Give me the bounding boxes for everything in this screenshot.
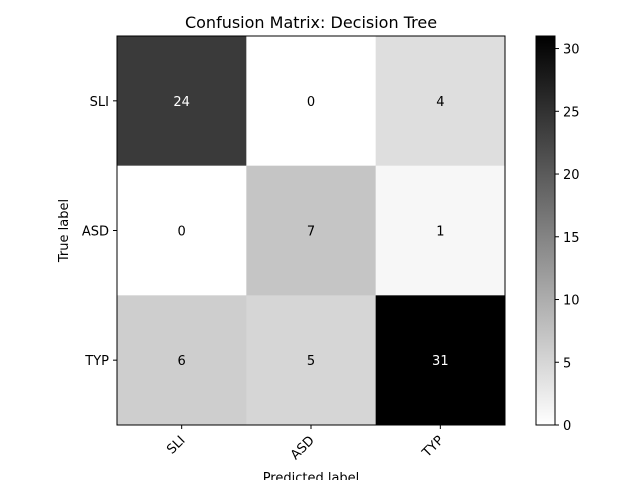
heatmap-cell: [117, 165, 247, 296]
heatmap-cell: [375, 295, 506, 426]
colorbar-tick-label: 25: [563, 105, 580, 120]
cell-value-label: 6: [178, 354, 186, 369]
cell-value-label: 1: [436, 225, 444, 240]
x-tick-label: TYP: [419, 433, 447, 461]
heatmap-cell: [246, 295, 377, 426]
colorbar: [535, 35, 556, 426]
colorbar-tick-label: 15: [563, 231, 580, 246]
heatmap-cell: [246, 165, 377, 296]
y-tick-label: SLI: [90, 95, 109, 110]
y-axis-ticks: SLI ASD TYP: [82, 95, 117, 369]
heatmap-cell: [117, 295, 247, 426]
heatmap-cell: [375, 165, 506, 296]
y-tick-label: ASD: [82, 225, 109, 240]
colorbar-tick-label: 0: [563, 419, 571, 434]
cell-value-label: 7: [307, 225, 315, 240]
heatmap-cell: [117, 36, 247, 167]
heatmap-cell: [375, 36, 506, 167]
colorbar-ticks: 0 5 10 15 20 25 30: [555, 43, 580, 434]
cell-value-label: 24: [173, 95, 190, 110]
x-axis-label: Predicted label: [263, 471, 360, 480]
colorbar-tick-label: 10: [563, 294, 580, 309]
colorbar-tick-label: 5: [563, 356, 571, 371]
x-axis-ticks: SLI ASD TYP: [164, 425, 447, 463]
y-tick-label: TYP: [84, 354, 109, 369]
cell-value-label: 31: [432, 354, 449, 369]
cell-value-label: 0: [307, 95, 315, 110]
x-tick-label: ASD: [288, 433, 318, 463]
y-axis-label: True label: [57, 199, 72, 263]
colorbar-tick-label: 20: [563, 168, 580, 183]
cell-value-label: 4: [436, 95, 444, 110]
x-tick-label: SLI: [164, 433, 188, 457]
chart-title: Confusion Matrix: Decision Tree: [185, 13, 437, 32]
heatmap-cell: [246, 36, 377, 167]
colorbar-tick-label: 30: [563, 43, 580, 58]
cell-value-label: 5: [307, 354, 315, 369]
cell-value-label: 0: [178, 225, 186, 240]
heatmap-cells: 24 0 4 0 7 1 6 5 31: [117, 36, 506, 426]
